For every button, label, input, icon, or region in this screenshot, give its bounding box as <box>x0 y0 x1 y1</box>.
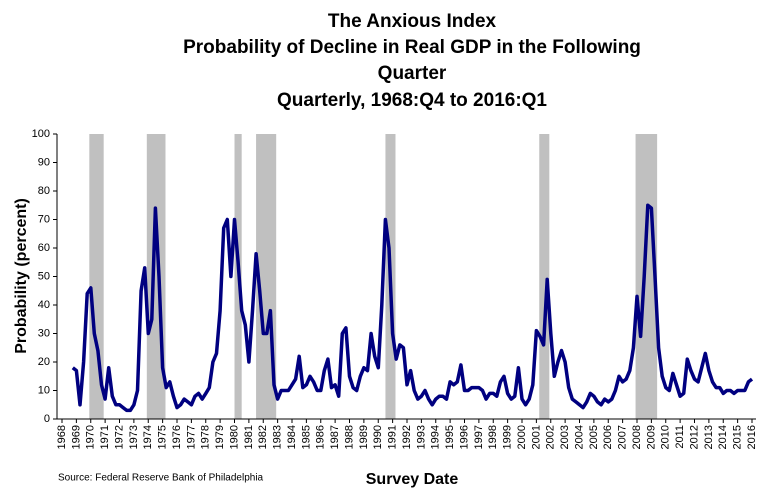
x-tick-label: 2016 <box>746 425 758 449</box>
x-tick-label: 2015 <box>732 425 744 449</box>
x-tick-label: 1982 <box>257 425 269 449</box>
x-tick-label: 1986 <box>315 425 327 449</box>
y-tick-label: 80 <box>38 185 50 197</box>
x-tick-label: 1968 <box>56 425 68 449</box>
y-tick-label: 40 <box>38 299 50 311</box>
x-tick-label: 2012 <box>688 425 700 449</box>
y-tick-label: 60 <box>38 242 50 254</box>
recession-band <box>89 134 104 419</box>
recession-band <box>539 134 550 419</box>
x-tick-label: 1984 <box>286 425 298 449</box>
x-tick-label: 1999 <box>502 425 514 449</box>
y-tick-label: 30 <box>38 327 50 339</box>
y-tick-label: 20 <box>38 356 50 368</box>
x-axis-title: Survey Date <box>366 471 459 488</box>
x-tick-label: 1992 <box>401 425 413 449</box>
x-tick-label: 2003 <box>559 425 571 449</box>
x-tick-label: 1972 <box>113 425 125 449</box>
chart-title: Quarter <box>378 63 447 84</box>
chart-title: The Anxious Index <box>328 11 497 32</box>
x-tick-label: 1990 <box>372 425 384 449</box>
x-tick-label: 1977 <box>185 425 197 449</box>
x-tick-label: 1985 <box>300 425 312 449</box>
x-tick-label: 2002 <box>545 425 557 449</box>
x-tick-label: 2000 <box>516 425 528 449</box>
x-tick-label: 2008 <box>631 425 643 449</box>
series-line <box>71 203 754 413</box>
x-tick-label: 2009 <box>645 425 657 449</box>
x-tick-label: 2007 <box>617 425 629 449</box>
y-axis-title: Probability (percent) <box>13 198 30 354</box>
x-tick-label: 1976 <box>171 425 183 449</box>
x-tick-label: 1987 <box>329 425 341 449</box>
x-tick-label: 2001 <box>530 425 542 449</box>
y-tick-label: 50 <box>38 270 50 282</box>
x-tick-label: 1995 <box>444 425 456 449</box>
y-tick-label: 100 <box>32 128 50 140</box>
x-tick-label: 1974 <box>142 425 154 449</box>
x-tick-label: 1998 <box>487 425 499 449</box>
y-tick-label: 90 <box>38 156 50 168</box>
x-tick-label: 1979 <box>214 425 226 449</box>
x-tick-label: 1993 <box>415 425 427 449</box>
x-tick-label: 2014 <box>717 425 729 449</box>
x-tick-label: 1989 <box>358 425 370 449</box>
x-tick-label: 1980 <box>228 425 240 449</box>
x-tick-label: 1991 <box>387 425 399 449</box>
x-tick-label: 2006 <box>602 425 614 449</box>
chart-title: Quarterly, 1968:Q4 to 2016:Q1 <box>277 90 547 111</box>
x-tick-label: 1969 <box>70 425 82 449</box>
x-tick-label: 1983 <box>272 425 284 449</box>
x-tick-label: 2011 <box>674 425 686 449</box>
chart-title: Probability of Decline in Real GDP in th… <box>183 37 641 58</box>
x-tick-label: 1997 <box>473 425 485 449</box>
recession-band <box>635 134 658 419</box>
x-tick-label: 2005 <box>588 425 600 449</box>
x-tick-label: 1975 <box>157 425 169 449</box>
x-tick-label: 1996 <box>458 425 470 449</box>
x-tick-label: 1981 <box>243 425 255 449</box>
x-tick-label: 1994 <box>430 425 442 449</box>
y-tick-label: 70 <box>38 213 50 225</box>
x-tick-label: 1988 <box>343 425 355 449</box>
x-tick-label: 2010 <box>660 425 672 449</box>
source-note: Source: Federal Reserve Bank of Philadel… <box>58 473 264 484</box>
y-tick-label: 10 <box>38 384 50 396</box>
y-tick-label: 0 <box>44 413 50 425</box>
x-tick-label: 1973 <box>128 425 140 449</box>
x-tick-label: 2013 <box>703 425 715 449</box>
x-tick-label: 1978 <box>200 425 212 449</box>
x-tick-label: 2004 <box>573 425 585 449</box>
x-tick-label: 1970 <box>85 425 97 449</box>
x-tick-label: 1971 <box>99 425 111 449</box>
